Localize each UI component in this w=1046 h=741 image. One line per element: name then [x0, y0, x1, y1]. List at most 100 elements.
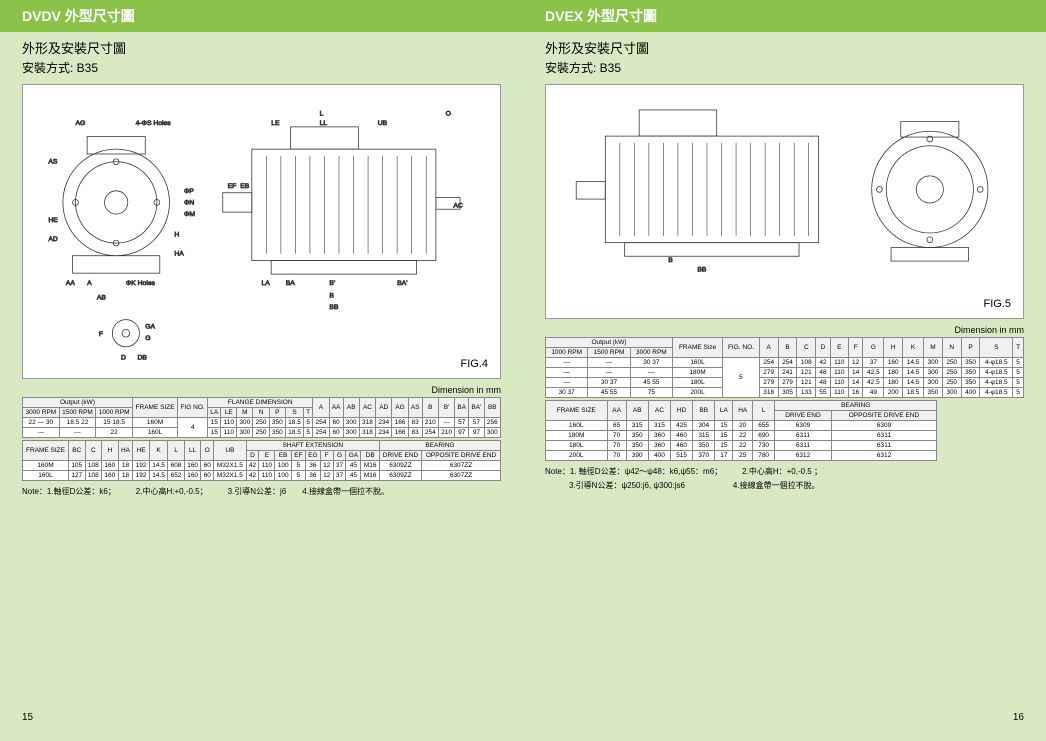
table-cell: 6311: [831, 441, 937, 451]
table-cell: 45: [346, 471, 361, 481]
right-header: DVEX 外型尺寸圖: [523, 0, 1046, 32]
table-cell: 318: [759, 388, 778, 398]
table-cell: 254: [313, 418, 329, 428]
table-cell: 121: [797, 378, 816, 388]
table-cell: 180: [884, 378, 903, 388]
table-cell: ---: [438, 418, 454, 428]
svg-text:AB: AB: [97, 294, 107, 301]
table-cell: —: [546, 368, 588, 378]
table-cell: 30 37: [546, 388, 588, 398]
table-cell: 200: [884, 388, 903, 398]
table-cell: 4-φ18.5: [980, 378, 1013, 388]
table-cell: 133: [797, 388, 816, 398]
table-cell: 300: [237, 428, 253, 438]
right-table-1: Output (kW) FRAME Size FIG. NO. ABCDEFGH…: [545, 337, 1024, 398]
table-cell: 42: [816, 358, 831, 368]
table-cell: 57: [469, 418, 484, 428]
svg-text:L: L: [320, 110, 324, 117]
table-cell: 200L: [546, 451, 608, 461]
table-cell: 300: [924, 378, 943, 388]
svg-text:F: F: [99, 331, 103, 338]
table-cell: 5: [1013, 378, 1024, 388]
table-cell: 5: [291, 461, 305, 471]
table-cell: 6312: [831, 451, 937, 461]
table-cell: 14.5: [149, 461, 167, 471]
svg-text:UB: UB: [378, 120, 388, 127]
table-cell: 5: [1013, 358, 1024, 368]
table-cell: 15: [208, 418, 221, 428]
table-cell: 57: [455, 418, 469, 428]
table-cell: M32X1.5: [214, 471, 246, 481]
table-cell: 160: [102, 471, 119, 481]
table-cell: 16: [848, 388, 863, 398]
table-cell: 350: [961, 358, 980, 368]
right-table-2: FRAME SIZE AAABACHDBBLAHAL BEARING DRIVE…: [545, 400, 937, 461]
table-cell: 110: [259, 471, 275, 481]
table-cell: 160M: [132, 418, 177, 428]
table-cell: 254: [759, 358, 778, 368]
svg-text:ΦK Holes: ΦK Holes: [126, 280, 156, 287]
table-cell: 256: [484, 418, 500, 428]
svg-text:AS: AS: [48, 159, 58, 166]
svg-text:EB: EB: [240, 183, 250, 190]
table-cell: 315: [648, 421, 670, 431]
table-cell: 279: [759, 368, 778, 378]
table-cell: 25: [733, 451, 753, 461]
table-cell: 608: [168, 461, 185, 471]
table-cell: 42.5: [863, 368, 884, 378]
table-cell: 22 — 30: [23, 418, 60, 428]
table-cell: 75: [630, 388, 672, 398]
svg-text:LA: LA: [262, 280, 271, 287]
table-cell: 65: [607, 421, 626, 431]
table-cell: 180M: [673, 368, 723, 378]
svg-text:DB: DB: [138, 354, 148, 361]
table-cell: 110: [830, 378, 848, 388]
table-cell: 300: [343, 428, 359, 438]
svg-text:H: H: [174, 231, 179, 238]
table-cell: M16: [361, 471, 379, 481]
th-figno-r: FIG. NO.: [723, 338, 760, 358]
th-frame: FRAME SIZE: [132, 398, 177, 418]
th-bearing-r: BEARING: [775, 401, 937, 411]
svg-text:EF: EF: [228, 183, 237, 190]
svg-text:LL: LL: [320, 120, 328, 127]
th-shaft: SHAFT EXTENSION: [246, 441, 379, 451]
table-cell: 350: [961, 378, 980, 388]
right-pagenum: 16: [1013, 712, 1024, 723]
table-cell: 14: [848, 368, 863, 378]
table-cell: 360: [648, 441, 670, 451]
svg-text:B': B': [329, 280, 335, 287]
table-cell: 18.5: [903, 388, 924, 398]
svg-text:ΦM: ΦM: [184, 211, 195, 218]
table-cell: 55: [816, 388, 831, 398]
table-cell: 304: [693, 421, 715, 431]
table-cell: 160L: [23, 471, 69, 481]
table-cell: 18.5: [285, 428, 303, 438]
left-table-2: FRAME SIZE BCCHHAHEKLLLOUB SHAFT EXTENSI…: [22, 440, 501, 481]
table-cell: 254: [778, 358, 797, 368]
left-dim-unit: Dimension in mm: [0, 383, 523, 395]
table-cell: 18.5 22: [59, 418, 96, 428]
table-cell: 166: [392, 428, 408, 438]
table-cell: 42: [246, 461, 259, 471]
table-cell: —: [588, 368, 630, 378]
table-cell: 60: [329, 428, 343, 438]
table-cell: 97: [455, 428, 469, 438]
svg-text:HE: HE: [48, 217, 58, 224]
table-cell: 14.5: [903, 358, 924, 368]
left-pagenum: 15: [22, 712, 33, 723]
table-cell: 45: [346, 461, 361, 471]
table-cell: 254: [313, 428, 329, 438]
table-cell: 250: [253, 428, 269, 438]
table-cell: 4-φ18.5: [980, 388, 1013, 398]
table-cell: 83: [408, 418, 422, 428]
table-cell: 400: [961, 388, 980, 398]
table-cell: 655: [753, 421, 775, 431]
table-cell: 6307ZZ: [422, 461, 501, 471]
table-cell: 6307ZZ: [422, 471, 501, 481]
svg-text:O: O: [446, 110, 451, 117]
table-cell: 315: [693, 431, 715, 441]
table-cell: 6309ZZ: [379, 461, 421, 471]
svg-text:A: A: [87, 280, 92, 287]
table-cell: 210: [438, 428, 454, 438]
